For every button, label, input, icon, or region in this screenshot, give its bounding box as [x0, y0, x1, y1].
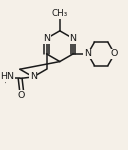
Text: HN: HN: [0, 72, 14, 81]
Text: O: O: [18, 91, 25, 100]
Text: N: N: [84, 49, 91, 58]
Text: N: N: [30, 72, 37, 81]
Text: CH₃: CH₃: [52, 9, 68, 18]
Text: N: N: [70, 34, 77, 43]
Text: N: N: [43, 34, 50, 43]
Text: O: O: [111, 49, 118, 58]
